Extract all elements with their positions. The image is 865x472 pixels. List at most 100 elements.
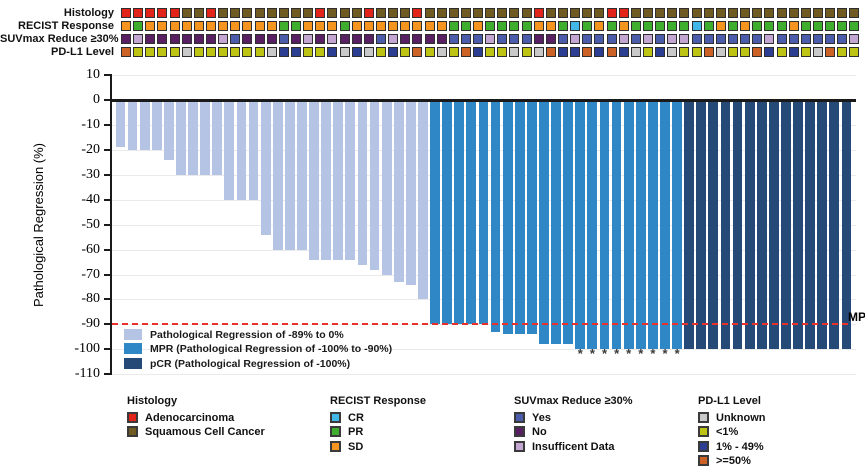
y-tick-mark — [104, 198, 112, 201]
bar — [587, 100, 598, 350]
bar — [115, 100, 126, 148]
bottom-legend-swatch — [330, 412, 341, 423]
pdl1-track-square — [218, 47, 229, 57]
y-tick-mark — [104, 298, 112, 301]
histology-track-square — [145, 8, 156, 18]
bottom-legend-label: Yes — [532, 412, 551, 424]
plot-legend-label: MPR (Pathological Regression of -100% to… — [150, 343, 393, 356]
suvmax-track-square — [509, 34, 520, 44]
asterisk-marker: * — [674, 346, 680, 361]
histology-track-square — [800, 8, 811, 18]
suvmax-track-square — [618, 34, 629, 44]
asterisk-marker: * — [626, 346, 632, 361]
gridline--100 — [112, 349, 856, 351]
histology-track-square — [825, 8, 836, 18]
bottom-legend-label: PR — [348, 426, 364, 439]
suvmax-track-square — [315, 34, 326, 44]
histology-track-square — [473, 8, 484, 18]
pdl1-track-square — [849, 47, 860, 57]
suvmax-track-square — [436, 34, 447, 44]
histology-track-square — [205, 8, 216, 18]
recist-track-square — [448, 21, 459, 31]
suvmax-track-square — [545, 34, 556, 44]
pdl1-track-square — [460, 47, 471, 57]
suvmax-track-square — [740, 34, 751, 44]
suvmax-track-square — [254, 34, 265, 44]
suvmax-track-square — [157, 34, 168, 44]
pdl1-track-square — [837, 47, 848, 57]
bottom-legend-label: Unknown — [716, 412, 766, 424]
recist-track-square — [485, 21, 496, 31]
suvmax-track-square — [412, 34, 423, 44]
pdl1-track-square — [667, 47, 678, 57]
bar — [623, 100, 634, 350]
pdl1-track-square — [266, 47, 277, 57]
bottom-legend-label: SD — [348, 440, 364, 453]
suvmax-track-square — [849, 34, 860, 44]
bar — [248, 100, 259, 200]
recist-track-square — [218, 21, 229, 31]
recist-track-square — [788, 21, 799, 31]
y-tick-label: -80 — [81, 291, 100, 307]
bar — [478, 100, 489, 325]
histology-track-square — [485, 8, 496, 18]
pdl1-track-square — [473, 47, 484, 57]
histology-track-square — [133, 8, 144, 18]
histology-track-square — [303, 8, 314, 18]
y-tick-label: -10 — [81, 116, 100, 132]
bar — [805, 100, 816, 350]
pdl1-track-square — [570, 47, 581, 57]
histology-track-square — [412, 8, 423, 18]
suvmax-track-square — [703, 34, 714, 44]
plot-legend-label: Pathological Regression of -89% to 0% — [150, 329, 344, 341]
track-label-recist: RECIST Response — [18, 20, 114, 32]
pdl1-track-square — [254, 47, 265, 57]
pdl1-track-square — [679, 47, 690, 57]
histology-track-square — [594, 8, 605, 18]
histology-track-square — [776, 8, 787, 18]
bottom-legend-label: Squamous Cell Cancer — [145, 426, 265, 439]
bar — [176, 100, 186, 175]
bar — [430, 100, 440, 325]
pdl1-track-square — [278, 47, 289, 57]
suvmax-track-square — [558, 34, 569, 44]
recist-track-square — [849, 21, 860, 31]
suvmax-track-square — [776, 34, 787, 44]
pdl1-track-square — [205, 47, 216, 57]
recist-track-square — [400, 21, 411, 31]
pdl1-track-square — [169, 47, 180, 57]
y-tick-mark — [104, 148, 112, 151]
histology-track-square — [558, 8, 569, 18]
bar — [744, 100, 755, 350]
bar — [151, 100, 162, 150]
histology-track-square — [242, 8, 253, 18]
recist-track-square — [254, 21, 265, 31]
histology-track-square — [315, 8, 326, 18]
histology-track-square — [193, 8, 204, 18]
histology-track-square — [509, 8, 520, 18]
recist-track-square — [473, 21, 484, 31]
histology-track-square — [375, 8, 386, 18]
bar — [418, 100, 428, 300]
histology-track-square — [339, 8, 350, 18]
bar — [212, 100, 223, 175]
histology-track-square — [837, 8, 848, 18]
pdl1-track-square — [363, 47, 374, 57]
suvmax-track-square — [764, 34, 775, 44]
recist-track-square — [303, 21, 314, 31]
gridline--110 — [112, 374, 856, 376]
bottom-legend-swatch — [330, 426, 341, 438]
pdl1-track-square — [582, 47, 593, 57]
suvmax-track-square — [825, 34, 836, 44]
bar — [539, 100, 549, 345]
bottom-legend-swatch — [698, 426, 709, 438]
bar — [333, 100, 344, 260]
suvmax-track-square — [193, 34, 204, 44]
pdl1-track-square — [400, 47, 411, 57]
recist-track-square — [193, 21, 204, 31]
histology-track-square — [788, 8, 799, 18]
bar — [127, 100, 138, 150]
recist-track-square — [388, 21, 399, 31]
bar — [768, 100, 779, 350]
histology-track-square — [849, 8, 860, 18]
